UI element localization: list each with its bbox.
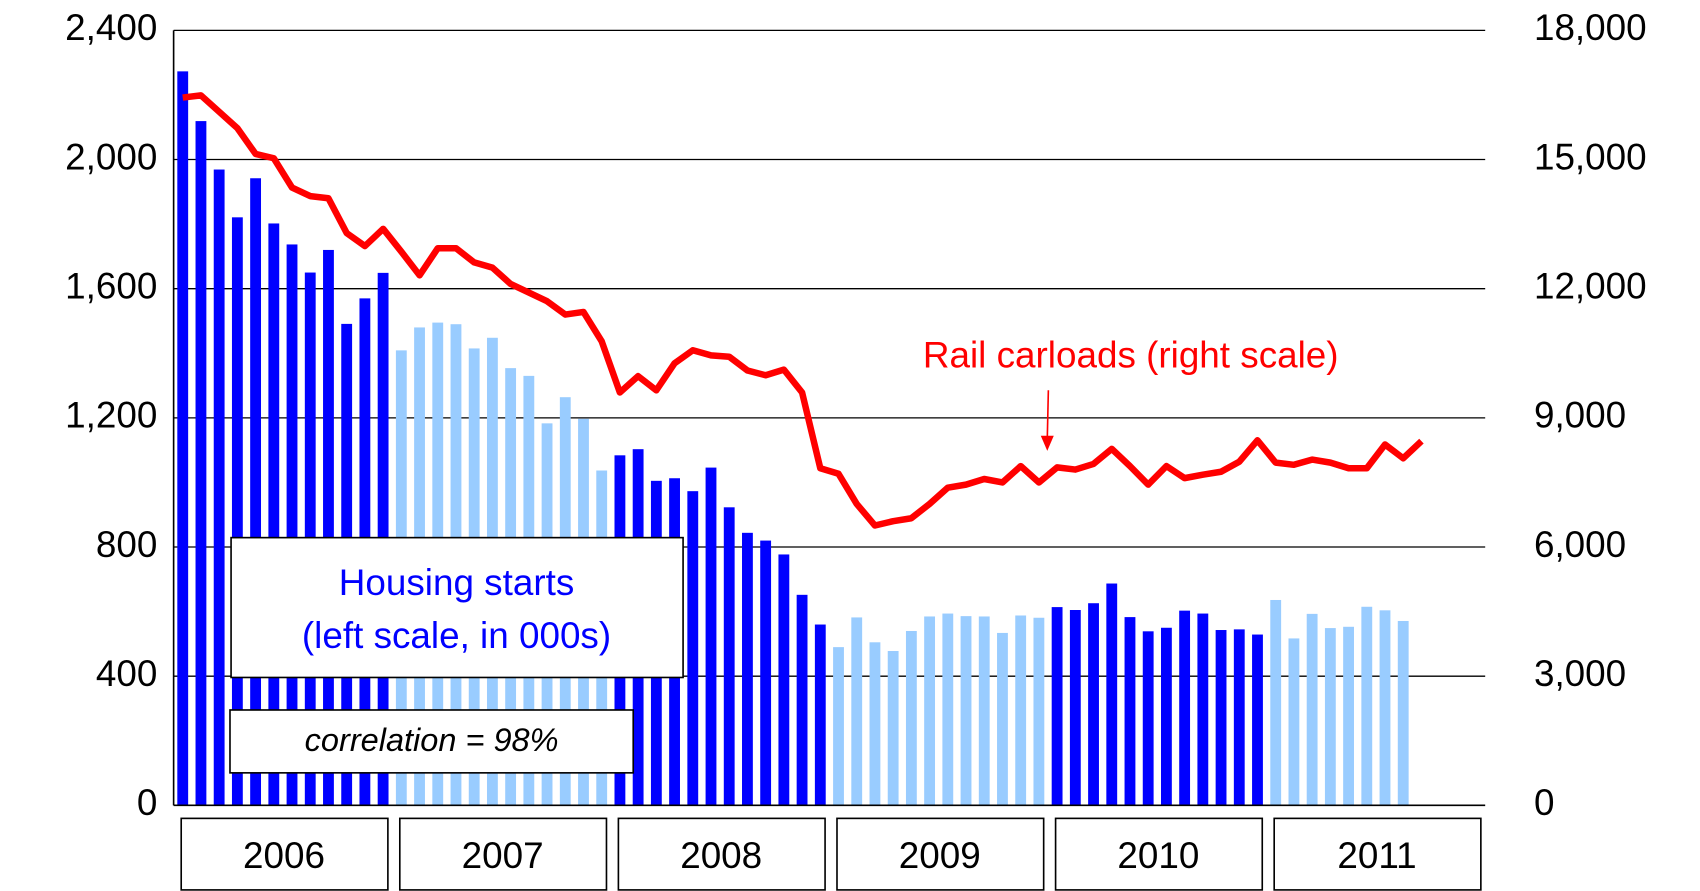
y2-tick-label: 0 — [1534, 782, 1555, 823]
bar — [1215, 630, 1227, 806]
bar — [723, 507, 735, 806]
y2-tick-label: 3,000 — [1534, 653, 1626, 694]
bar — [796, 594, 808, 806]
year-label: 2011 — [1337, 835, 1416, 876]
bar — [1324, 628, 1336, 806]
housing-label: Housing starts — [339, 562, 575, 603]
correlation-box — [229, 709, 635, 774]
year-label: 2008 — [680, 835, 762, 876]
bar — [1343, 626, 1354, 806]
arrow-head — [1040, 435, 1054, 451]
bar — [869, 642, 881, 806]
bar — [705, 467, 717, 806]
bar — [742, 532, 753, 806]
y-tick-label: 400 — [96, 653, 157, 694]
bar — [1197, 613, 1209, 806]
bar — [323, 249, 334, 806]
bar — [1179, 610, 1191, 806]
bars — [177, 71, 1409, 806]
y2-tick-label: 9,000 — [1534, 395, 1626, 436]
year-label: 2010 — [1117, 835, 1199, 876]
bar — [960, 616, 972, 806]
bar — [1379, 610, 1391, 806]
axes: 0 400 800 1,200 1,600 2,000 2,400 0 3,000 6,000 9,… — [65, 7, 1647, 891]
bar — [1051, 607, 1063, 806]
year-label: 2009 — [899, 835, 981, 876]
bar — [1270, 599, 1282, 806]
year-box — [398, 817, 608, 891]
correlation-label: correlation = 98% — [305, 722, 559, 758]
bar — [231, 217, 243, 806]
year-box — [180, 817, 389, 891]
y2-tick-label: 15,000 — [1534, 136, 1647, 177]
bar — [1397, 620, 1409, 806]
y-tick-label: 0 — [137, 782, 158, 823]
y-tick-label: 800 — [96, 524, 157, 565]
year-box — [617, 817, 826, 891]
arrow — [1046, 390, 1050, 440]
year-label: 2007 — [462, 835, 544, 876]
bar — [1142, 631, 1154, 806]
year-box — [1054, 817, 1264, 891]
bar — [851, 617, 863, 806]
bar — [814, 624, 826, 806]
bar — [1233, 629, 1245, 806]
line — [182, 92, 1424, 529]
bar — [1069, 609, 1081, 806]
bar — [978, 616, 990, 806]
bar — [887, 651, 899, 806]
rail-label: Rail carloads (right scale) — [923, 334, 1339, 375]
lines — [182, 92, 1424, 529]
y2-tick-label: 6,000 — [1534, 524, 1626, 565]
year-box — [1273, 817, 1482, 891]
y-tick-label: 1,200 — [65, 395, 157, 436]
bar — [1088, 603, 1099, 806]
housing-box — [230, 536, 684, 679]
bar — [1033, 617, 1045, 806]
y2-tick-label: 18,000 — [1534, 7, 1647, 48]
year-box — [836, 817, 1045, 891]
bar — [1361, 606, 1373, 806]
bar — [286, 244, 298, 806]
y-tick-label: 1,600 — [65, 265, 157, 306]
bar — [942, 613, 954, 806]
bar — [213, 169, 225, 806]
bar — [1306, 613, 1318, 806]
y-tick-label: 2,400 — [65, 7, 157, 48]
bar — [1015, 615, 1027, 806]
bar — [997, 632, 1008, 806]
bar — [1124, 617, 1136, 806]
bar — [177, 71, 189, 806]
bar — [905, 630, 917, 806]
y2-tick-label: 12,000 — [1534, 265, 1647, 306]
bar — [778, 554, 790, 806]
bar — [268, 223, 280, 806]
bar — [250, 178, 262, 806]
bar — [760, 540, 772, 806]
year-label: 2006 — [243, 835, 325, 876]
bar — [924, 616, 936, 806]
housing-label: (left scale, in 000s) — [302, 615, 611, 656]
bar — [687, 491, 699, 806]
bar — [1252, 634, 1263, 806]
bar — [195, 121, 207, 806]
y-tick-label: 2,000 — [65, 136, 157, 177]
bar — [1288, 638, 1300, 806]
bar — [1160, 627, 1172, 806]
bar — [833, 647, 844, 806]
bar — [1106, 583, 1118, 806]
